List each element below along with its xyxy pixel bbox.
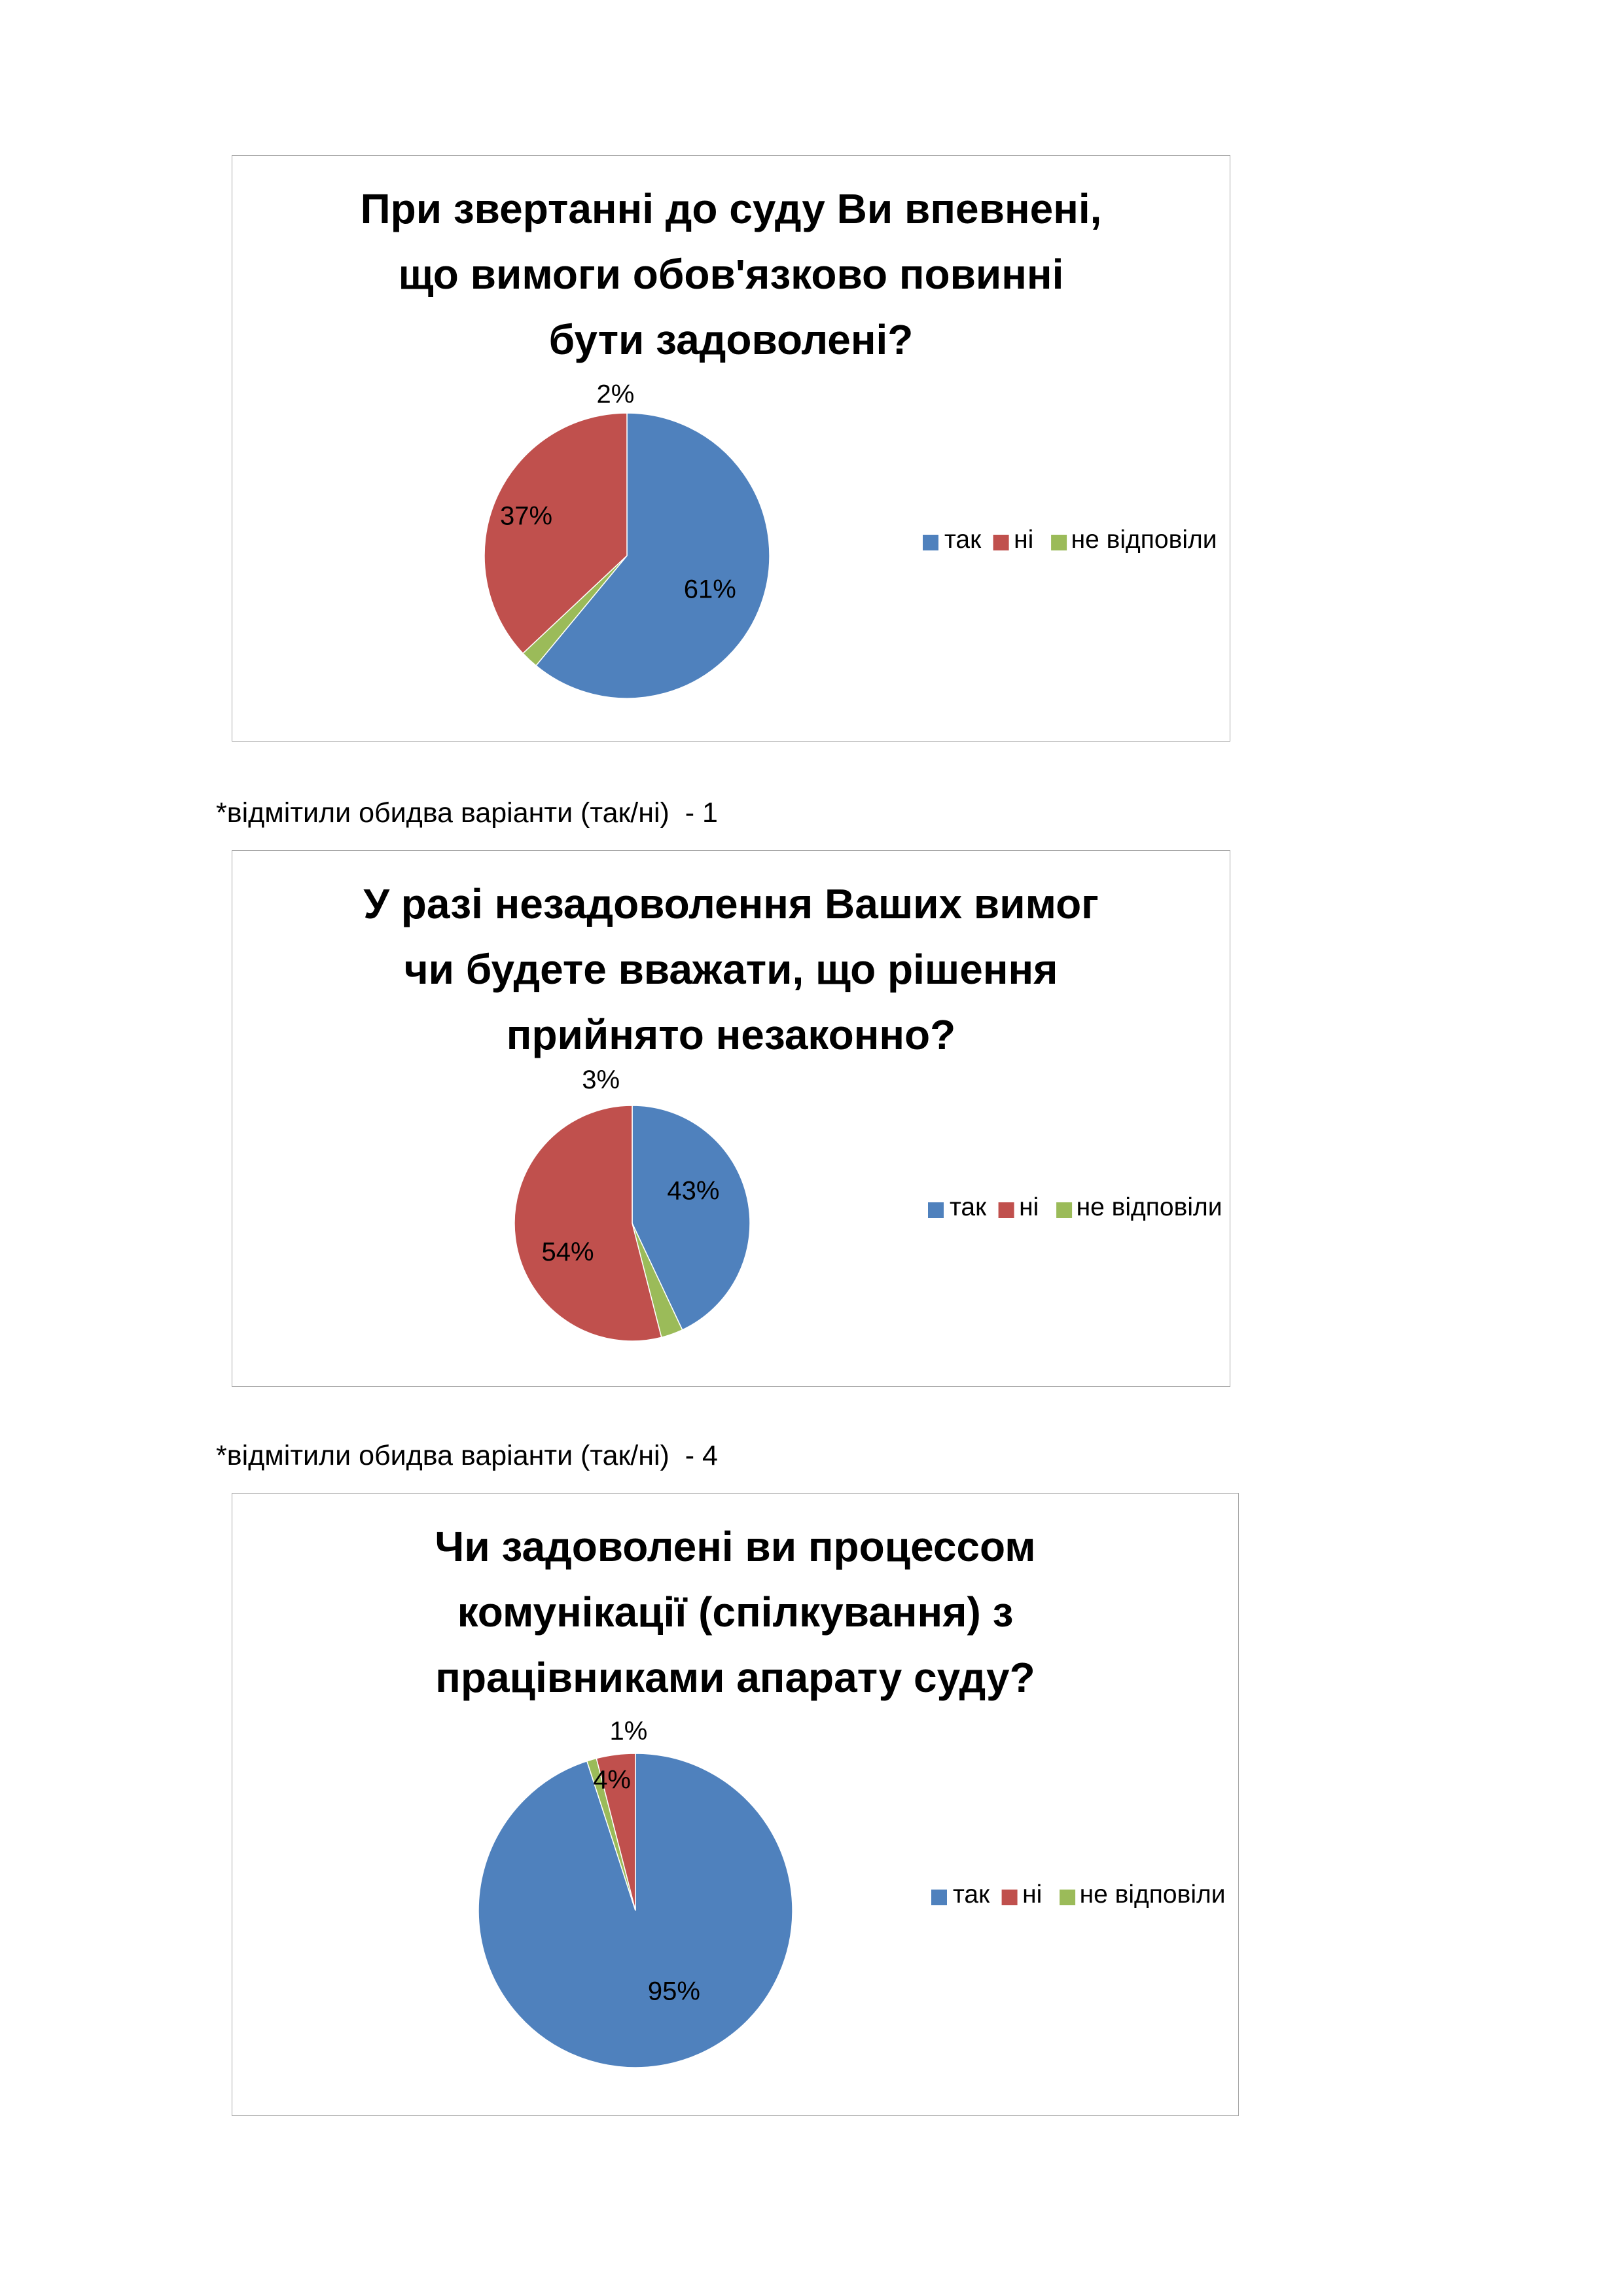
svg-text:не відповіли: не відповіли — [1077, 1193, 1222, 1221]
svg-text:не відповіли: не відповіли — [1080, 1880, 1226, 1909]
svg-text:37%: 37% — [500, 501, 552, 530]
svg-text:2%: 2% — [596, 380, 634, 409]
svg-text:61%: 61% — [684, 575, 736, 603]
svg-text:3%: 3% — [582, 1066, 620, 1094]
svg-text:54%: 54% — [541, 1238, 594, 1266]
svg-text:43%: 43% — [667, 1176, 719, 1205]
svg-text:95%: 95% — [648, 1977, 700, 2006]
svg-text:так: так — [944, 526, 982, 554]
svg-text:не відповіли: не відповіли — [1071, 526, 1217, 554]
svg-text:ні: ні — [1022, 1880, 1042, 1909]
svg-text:ні: ні — [1019, 1193, 1039, 1221]
svg-text:так: так — [953, 1880, 990, 1909]
svg-text:4%: 4% — [593, 1765, 631, 1794]
svg-text:так: так — [950, 1193, 987, 1221]
svg-text:ні: ні — [1014, 526, 1033, 554]
svg-text:1%: 1% — [609, 1717, 647, 1746]
